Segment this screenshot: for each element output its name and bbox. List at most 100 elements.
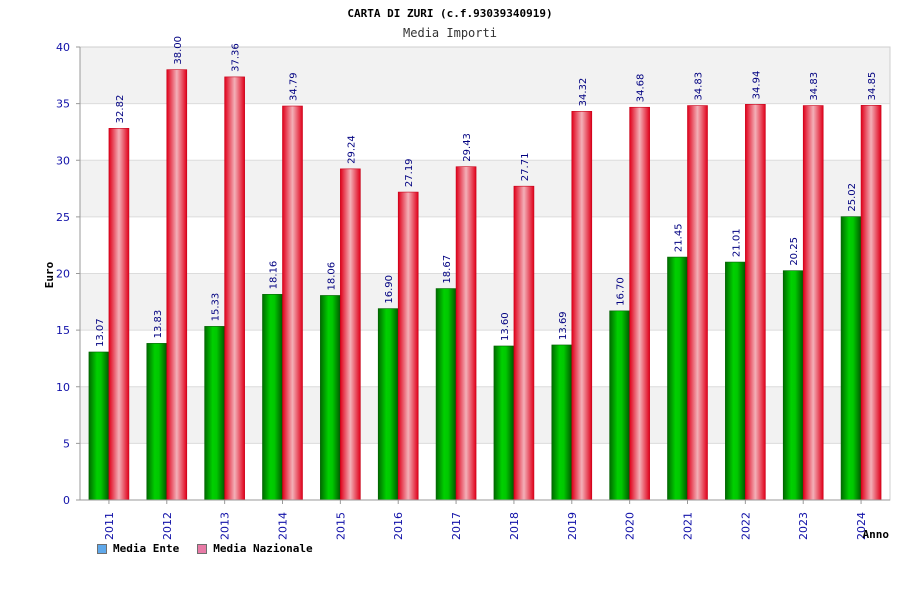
plot-band [80,330,890,387]
bar [571,111,593,501]
data-label: 32.82 [115,95,126,124]
bar [687,105,708,501]
x-tick-label: 2021 [682,512,695,540]
bar [340,168,361,501]
legend: Media Ente Media Nazionale [97,542,313,555]
plot-band [80,386,890,444]
y-axis: 0 5 10 15 20 25 30 35 40 [56,41,81,507]
data-label: 15.33 [211,293,222,322]
data-label: 25.02 [847,183,858,212]
y-tick-label: 30 [56,154,70,167]
x-tick-label: 2017 [450,512,463,540]
bars [88,69,882,501]
data-label: 29.24 [346,135,357,164]
data-label: 16.70 [616,277,627,306]
legend-label-media-nazionale: Media Nazionale [213,542,313,555]
bar [802,105,824,501]
data-label: 34.94 [751,71,762,100]
y-tick-label: 5 [63,437,70,450]
bar [840,216,862,501]
data-label: 18.67 [442,255,453,284]
bar [377,308,399,501]
x-axis-label: Anno [863,528,890,541]
data-label: 34.79 [289,72,300,101]
legend-item-media-ente: Media Ente [97,542,179,555]
bar [397,191,419,501]
x-tick-label: 2013 [219,512,232,540]
data-label: 13.83 [153,310,164,339]
x-tick-label: 2018 [508,512,521,540]
data-label: 27.19 [404,158,415,187]
x-tick-label: 2015 [334,512,347,540]
bar [108,128,130,501]
legend-swatch-media-nazionale [197,543,208,554]
y-tick-label: 40 [56,41,70,54]
x-tick-label: 2024 [855,512,868,540]
x-tick-label: 2012 [161,512,174,540]
x-tick-label: 2019 [566,512,579,540]
x-tick-label: 2023 [797,512,810,540]
data-label: 29.43 [462,133,473,162]
plot-band [80,103,890,161]
legend-item-media-nazionale: Media Nazionale [197,542,313,555]
bar [435,288,457,501]
x-tick-label: 2016 [392,512,405,540]
data-label: 34.68 [636,74,647,103]
y-tick-label: 0 [63,494,70,507]
x-tick-label: 2020 [624,512,637,540]
bar [860,105,882,501]
x-tick-label: 2011 [103,512,116,540]
data-label: 13.60 [500,312,511,341]
data-label: 21.01 [731,228,742,257]
plot-band [80,273,890,331]
data-label: 37.36 [231,43,242,72]
bar [745,104,766,501]
data-label: 18.06 [326,262,337,291]
x-tick-label: 2022 [739,512,752,540]
data-label: 13.07 [95,318,106,347]
x-tick-label: 2014 [277,512,290,540]
bar [166,69,188,501]
bar [629,106,650,501]
data-label: 38.00 [173,36,184,65]
data-label: 34.32 [578,78,589,107]
bar [609,310,630,501]
data-label: 34.83 [809,72,820,101]
data-label: 18.16 [269,261,280,290]
legend-swatch-media-ente [97,543,107,554]
bar [513,185,535,501]
y-tick-label: 20 [56,268,70,281]
bar [320,295,341,501]
bar [282,105,303,501]
bar [725,261,746,501]
data-label: 34.85 [867,72,878,101]
bar-labels: 13.07 32.82 13.83 38.00 15.33 37.36 18.16 34.79… [95,36,878,347]
chart-subtitle: Media Importi [403,26,497,40]
bar [667,256,688,501]
bar [551,344,573,501]
y-tick-label: 10 [56,381,70,394]
plot-band [80,216,890,274]
bar [88,351,110,501]
bar [455,166,477,501]
plot-band [80,443,890,500]
bar [262,294,283,501]
data-label: 27.71 [520,153,531,182]
y-tick-label: 35 [56,98,70,111]
data-label: 13.69 [558,311,569,340]
plot-band [80,160,890,217]
plot-band [80,47,890,104]
data-label: 20.25 [789,237,800,266]
bar [146,343,168,501]
y-tick-label: 25 [56,211,70,224]
data-label: 34.83 [694,72,705,101]
bar [224,76,245,501]
x-axis: 2011 2012 2013 2014 2015 2016 2017 2018 2019 2020… [80,499,890,540]
data-label: 21.45 [674,223,685,252]
bar [493,345,515,501]
bar [204,326,225,501]
y-axis-label: Euro [43,261,56,288]
legend-label-media-ente: Media Ente [113,542,180,555]
chart-title: CARTA DI ZURI (c.f.93039340919) [347,7,552,20]
